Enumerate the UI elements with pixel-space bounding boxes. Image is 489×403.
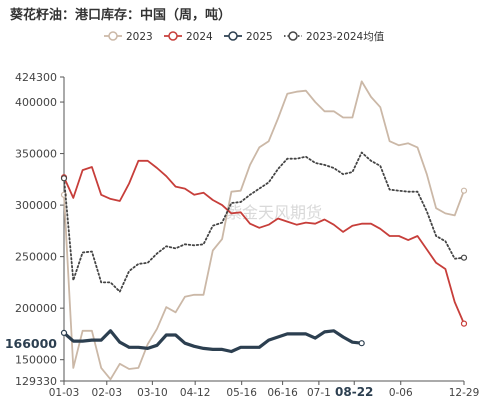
y-tick-label: 150000 <box>15 354 57 367</box>
series-end-marker <box>460 320 468 327</box>
legend-item: 2023 <box>104 31 153 43</box>
series-line-2023-2024均值 <box>63 151 465 293</box>
legend-item: 2024 <box>164 31 213 43</box>
watermark: 紫金天风期货 <box>226 203 322 222</box>
legend-marker <box>288 31 298 41</box>
legend-item: 2023-2024均值 <box>284 30 385 43</box>
series-end-marker <box>358 340 365 347</box>
x-tick-label: 06-16 <box>267 387 298 399</box>
x-tick-label: 07-1 <box>307 387 331 399</box>
legend-label: 2025 <box>246 31 273 43</box>
legend-marker <box>168 31 178 41</box>
y-tick-label: 129330 <box>15 375 57 388</box>
y-tick-label: 400000 <box>15 96 57 109</box>
y-tick-label: 250000 <box>15 251 57 264</box>
series-end-marker <box>460 187 468 194</box>
series-line-2023 <box>63 80 465 381</box>
x-tick-label: 03-10 <box>137 387 168 399</box>
legend-label: 2024 <box>186 31 213 43</box>
chart-title: 葵花籽油：港口库存：中国（周，吨） <box>10 8 232 23</box>
y-tick-label: 424300 <box>15 71 57 84</box>
legend-marker <box>108 31 118 41</box>
y-highlight-label: 166000 <box>5 336 57 351</box>
x-tick-label: 0-06 <box>389 387 413 399</box>
y-tick-label: 350000 <box>15 148 57 161</box>
y-tick-label: 300000 <box>15 199 57 212</box>
series-end-marker <box>460 254 468 261</box>
legend-label: 2023 <box>126 31 153 43</box>
x-tick-label: 05-16 <box>226 387 257 399</box>
y-tick-label: 200000 <box>15 302 57 315</box>
y-highlight-bg <box>2 334 60 353</box>
x-tick-label: 04-12 <box>180 387 211 399</box>
legend-marker <box>228 31 238 41</box>
x-tick-label-highlight: 08-22 <box>335 385 373 399</box>
x-tick-label: 02-03 <box>92 387 123 399</box>
series-start-marker <box>60 329 68 337</box>
legend-label: 2023-2024均值 <box>306 30 385 43</box>
legend-item: 2025 <box>224 31 273 43</box>
series-line-2024 <box>63 159 465 325</box>
x-tick-label: 01-03 <box>49 387 80 399</box>
x-tick-label: 12-29 <box>449 387 480 399</box>
series-0 <box>60 80 468 381</box>
series-line-2025 <box>62 329 364 354</box>
series-3 <box>60 151 468 293</box>
series-start-marker <box>60 175 68 182</box>
series-2 <box>60 329 365 354</box>
